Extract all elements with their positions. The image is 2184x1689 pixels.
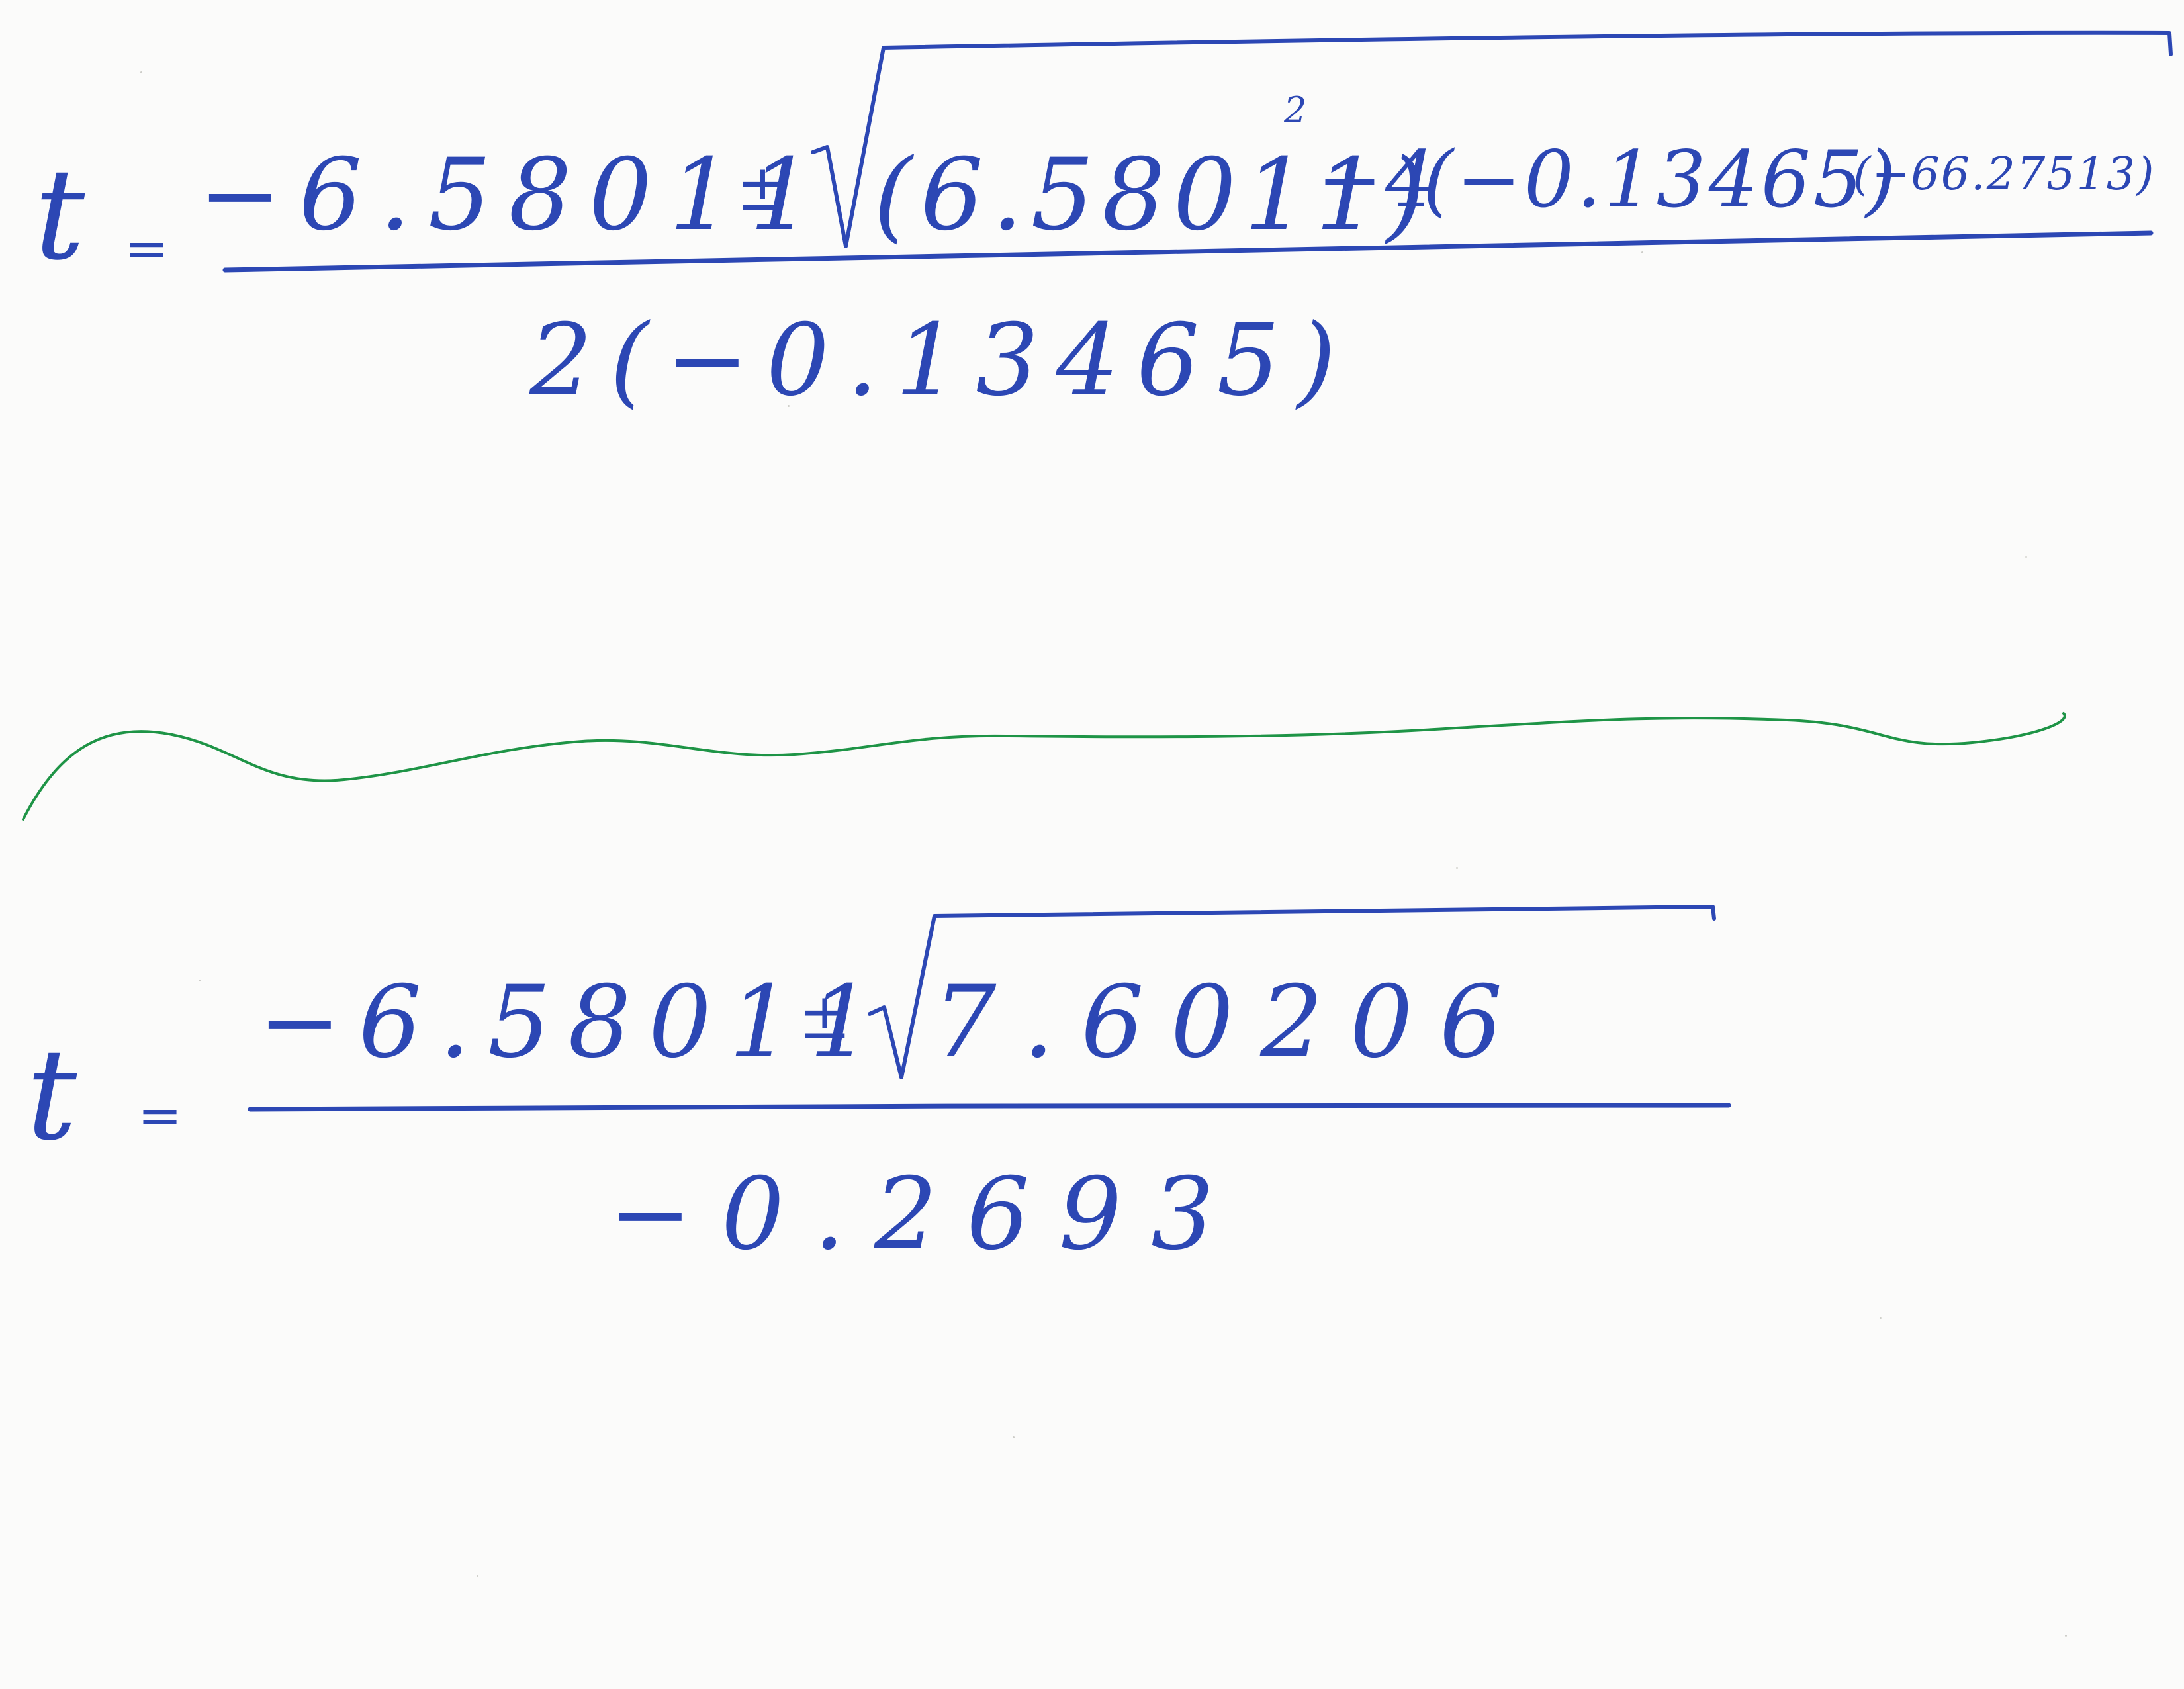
paper-speck — [1641, 251, 1643, 253]
eq1-exponent: 2 — [1284, 89, 1307, 131]
paper-speck — [199, 980, 201, 981]
paper-speck — [1456, 867, 1458, 869]
paper-speck — [1880, 1317, 1882, 1319]
radical-sign-2 — [868, 905, 1716, 1079]
paper-speck — [1013, 1436, 1015, 1438]
paper-speck — [2025, 556, 2027, 558]
eq2-radicand: 7.60206 — [933, 965, 1529, 1080]
paper-speck — [2065, 1635, 2067, 1637]
eq1-radicand-minus-4: −4 — [1317, 134, 1437, 225]
eq2-plus-minus-sign: ± — [798, 980, 852, 1054]
eq1-radicand-b-base: (6.58011) — [874, 138, 1433, 253]
eq2-denominator: −0.2693 — [609, 1157, 1244, 1272]
eq1-numerator-b-term: −6.58011 — [199, 138, 830, 253]
eq1-denominator: 2(−0.13465) — [529, 303, 1353, 418]
eq1-equals-sign: = — [124, 218, 169, 279]
paper-speck — [140, 71, 142, 73]
wavy-line-separator-icon — [22, 712, 2066, 821]
eq1-radicand-a-factor: (−0.13465) — [1423, 134, 1899, 225]
radical-sign-1 — [811, 30, 2173, 248]
eq1-radicand-c-factor: (−66.27513) — [1853, 148, 2156, 201]
eq1-plus-minus-sign: ± — [736, 151, 790, 225]
eq1-variable-t: t — [34, 142, 85, 288]
paper-speck — [477, 1575, 478, 1577]
fraction-bar-2 — [248, 1102, 1731, 1112]
eq2-numerator-b-term: −6.58011 — [258, 965, 889, 1080]
eq2-variable-t: t — [26, 1022, 77, 1168]
eq2-equals-sign: = — [138, 1085, 183, 1146]
paper-speck — [788, 405, 790, 407]
